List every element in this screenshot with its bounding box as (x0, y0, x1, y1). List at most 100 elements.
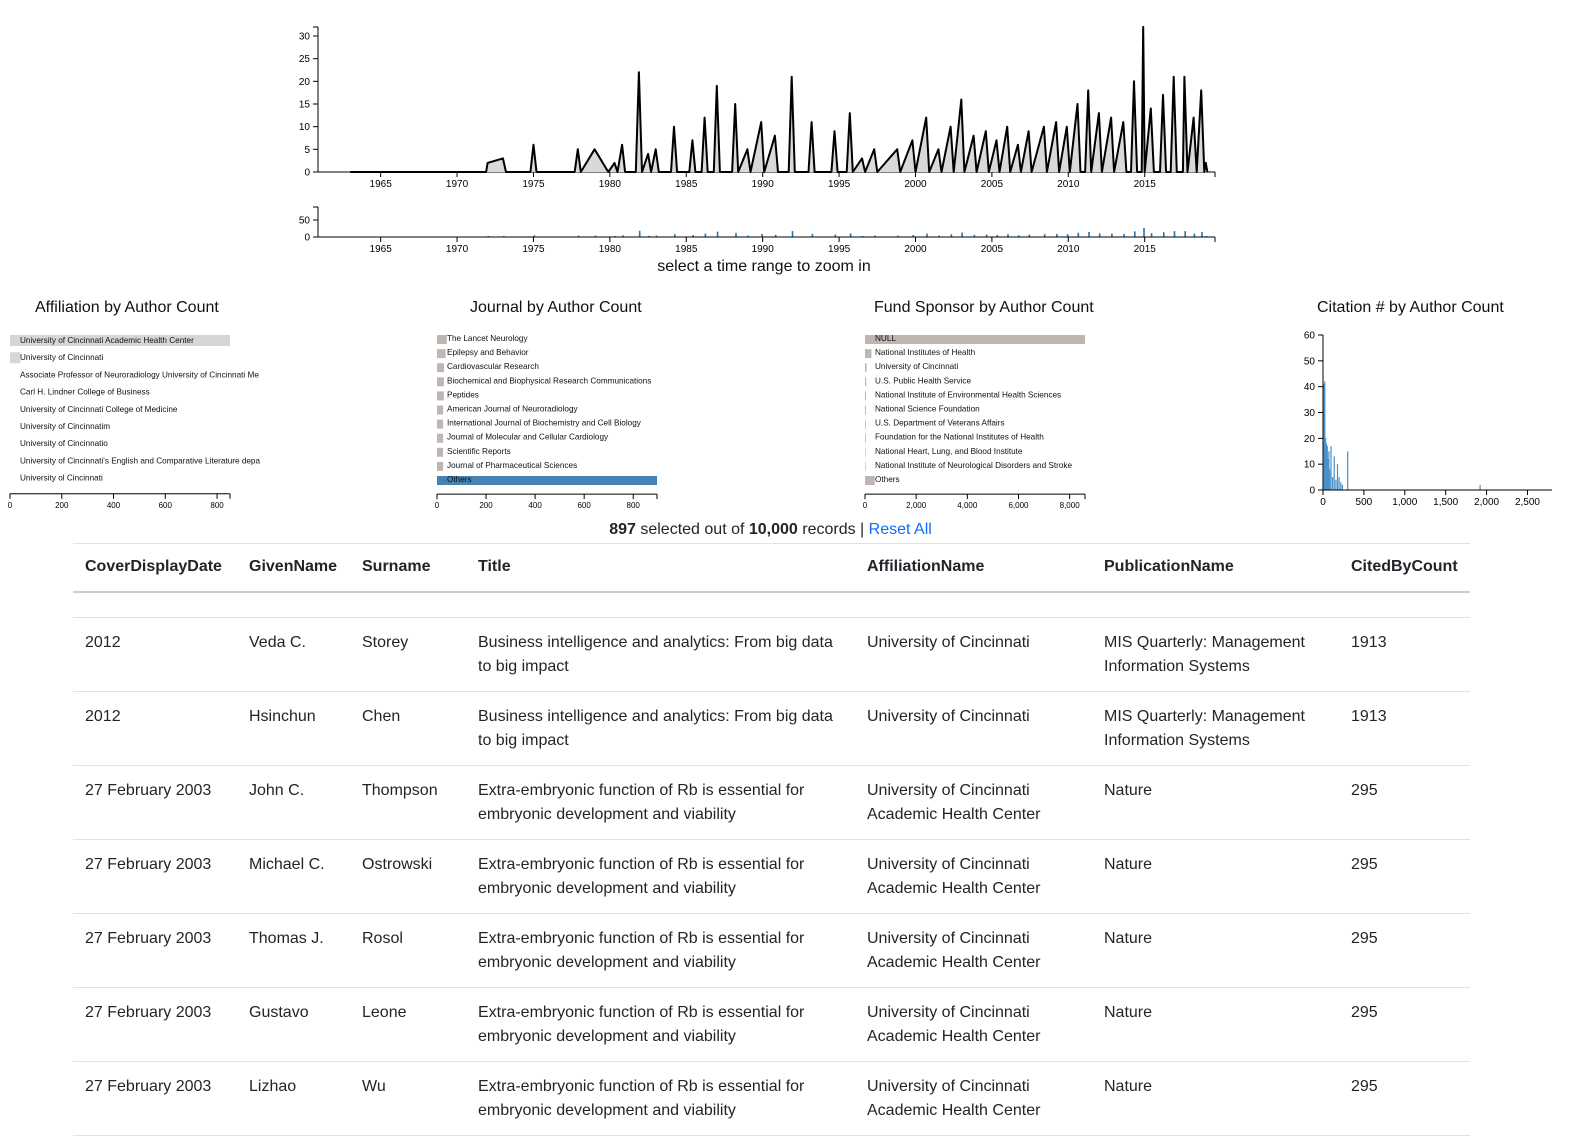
table-cell-surname: Thompson (350, 765, 466, 840)
range-bar (594, 235, 597, 237)
citation-bar (1336, 464, 1339, 490)
citation-bar (1338, 477, 1340, 490)
timeline-ytick-label: 15 (299, 100, 311, 111)
range-xtick-label: 1990 (752, 244, 775, 255)
range-bar (950, 234, 953, 237)
range-bar (1184, 231, 1186, 237)
citation-ytick-label: 0 (1309, 486, 1315, 497)
affiliation-row-chart[interactable]: University of Cincinnati Academic Health… (0, 330, 290, 510)
timeline-xtick-label: 2000 (904, 179, 927, 190)
citation-ytick-label: 40 (1304, 382, 1316, 393)
timeline-xtick-label: 1995 (828, 179, 851, 190)
range-bar (622, 235, 624, 237)
timeline-chart[interactable]: 0 5 10 15 20 25 30 1965 1970 1975 1980 1985 1990 1995… (0, 0, 1573, 258)
table-cell-citedbycount: 1913 (1339, 691, 1470, 766)
citation-bar (1333, 456, 1335, 490)
affiliation-xtick-label: 0 (8, 501, 13, 510)
citation-xtick-label: 2,500 (1515, 497, 1540, 508)
table-cell-publicationname: Nature (1092, 839, 1339, 914)
fund-bar-label: National Science Foundation (875, 405, 980, 414)
table-cell-publicationname: Nature (1092, 765, 1339, 840)
affiliation-chart-title: Affiliation by Author Count (35, 299, 219, 316)
citation-bar (1335, 479, 1337, 490)
fund-xtick-label: 0 (863, 501, 868, 510)
range-xtick-label: 2015 (1134, 244, 1157, 255)
journal-bar (437, 349, 446, 359)
citation-bar (1332, 477, 1334, 490)
range-ytick-label: 50 (299, 216, 311, 227)
journal-row-chart[interactable]: The Lancet Neurology Epilepsy and Behavio… (427, 330, 717, 510)
col-header-affiliationname[interactable]: AffiliationName (855, 543, 1092, 593)
range-bar (926, 233, 928, 237)
range-bar (761, 233, 763, 237)
fund-bar (865, 391, 866, 401)
table-cell-surname: Ostrowski (350, 839, 466, 914)
status-tail-text: records | (797, 521, 869, 538)
range-bar (704, 233, 707, 237)
citation-bar (1325, 438, 1327, 490)
citation-bar (1479, 484, 1481, 490)
citation-bar (1324, 381, 1326, 490)
journal-bar (437, 405, 444, 415)
journal-xtick-label: 0 (435, 501, 440, 510)
col-header-coverdisplaydate[interactable]: CoverDisplayDate (73, 543, 237, 593)
table-cell-publicationname: MIS Quarterly: Management Information Sy… (1092, 691, 1339, 766)
table-cell-coverdisplaydate: 27 February 2003 (73, 1061, 237, 1136)
fund-bar-label: National Institute of Neurological Disor… (875, 461, 1073, 470)
col-header-citedbycount[interactable]: CitedByCount (1339, 543, 1470, 593)
affiliation-bar-label: University of Cincinnati (20, 353, 103, 362)
timeline-ytick-label: 0 (304, 168, 310, 179)
affiliation-bar-label: University of Cincinnati Academic Health… (20, 336, 194, 345)
fund-bar (865, 377, 867, 387)
journal-bar (437, 377, 444, 387)
table-cell-title: Business intelligence and analytics: Fro… (466, 617, 855, 692)
table-cell-givenname: Lizhao (237, 1061, 350, 1136)
fund-bar-label: National Institutes of Health (875, 348, 976, 357)
table-cell-givenname: Veda C. (237, 617, 350, 692)
col-header-surname[interactable]: Surname (350, 543, 466, 593)
col-header-publicationname[interactable]: PublicationName (1092, 543, 1339, 593)
table-cell-title: Extra-embryonic function of Rb is essent… (466, 913, 855, 988)
range-bar (1163, 232, 1165, 237)
citation-bar (1329, 469, 1331, 490)
table-row: 27 February 2003 Lizhao Wu Extra-embryonic … (73, 1061, 1470, 1136)
range-xtick-label: 1975 (522, 244, 545, 255)
table-row: 2012 Veda C. Storey Business intelligence a… (73, 617, 1470, 692)
table-cell-givenname: Thomas J. (237, 913, 350, 988)
timeline-area (350, 26, 1208, 173)
reset-all-link[interactable]: Reset All (868, 521, 932, 538)
timeline-ytick-label: 5 (304, 145, 310, 156)
affiliation-bar (10, 352, 21, 364)
affiliation-bar-label: University ol Cincinnati (20, 474, 103, 483)
range-bar (638, 230, 641, 237)
citation-bar (1328, 451, 1330, 491)
range-bar (674, 234, 676, 237)
range-bar (1007, 234, 1009, 237)
timeline-line (350, 25, 1209, 173)
fund-bar (865, 433, 866, 443)
table-cell-citedbycount: 295 (1339, 839, 1470, 914)
fund-sponsor-row-chart[interactable]: NULL National Institutes of Health Univers… (855, 330, 1115, 510)
citation-bar-chart[interactable]: 0 10 20 30 40 50 60 0 500 1,000 1,500 2,000 2,500 (1290, 325, 1573, 515)
records-table: CoverDisplayDate GivenName Surname Title… (73, 543, 1470, 1136)
table-cell-affiliationname: University of Cincinnati Academic Health… (855, 987, 1092, 1062)
range-xtick-label: 1995 (828, 244, 851, 255)
fund-xtick-label: 6,000 (1008, 501, 1029, 510)
fund-bar-label: University of Cincinnati (875, 362, 958, 371)
citation-ytick-label: 20 (1304, 434, 1316, 445)
col-header-title[interactable]: Title (466, 543, 855, 593)
range-bar (897, 235, 899, 237)
journal-bar (437, 335, 447, 344)
range-bar (973, 234, 976, 237)
timeline-xtick-label: 2015 (1134, 179, 1157, 190)
range-bar (1143, 228, 1145, 237)
fund-xtick-label: 2,000 (906, 501, 927, 510)
journal-bar (437, 433, 444, 443)
table-cell-citedbycount: 295 (1339, 987, 1470, 1062)
range-bar (1123, 233, 1125, 237)
col-header-givenname[interactable]: GivenName (237, 543, 350, 593)
table-cell-citedbycount: 295 (1339, 1061, 1470, 1136)
range-bar (849, 233, 852, 237)
range-xtick-label: 1970 (446, 244, 469, 255)
range-bar (1193, 233, 1196, 237)
